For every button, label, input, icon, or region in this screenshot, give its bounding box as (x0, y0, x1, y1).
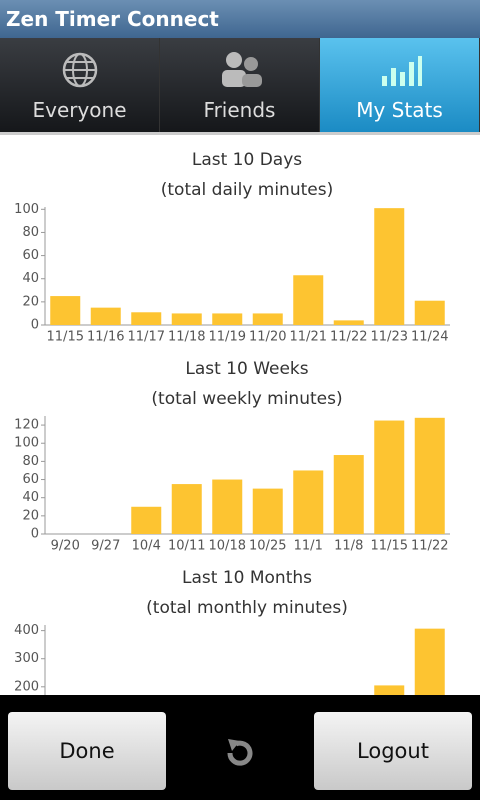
bar (171, 484, 202, 534)
bar (50, 296, 81, 325)
x-tick-label: 9/27 (91, 539, 120, 554)
divider (0, 132, 480, 135)
bar (333, 455, 364, 534)
y-tick-label: 120 (14, 418, 39, 433)
x-tick-label: 11/23 (371, 330, 408, 345)
y-tick-label: 40 (22, 271, 39, 286)
y-tick-label: 100 (14, 202, 39, 217)
bar (414, 300, 445, 325)
tab-bar: Everyone Friends My Stats (0, 38, 480, 132)
bar (293, 470, 324, 534)
x-tick-label: 11/19 (209, 330, 246, 345)
chart: Last 10 Weeks (total weekly minutes) 0 20 40… (14, 359, 450, 554)
y-tick-label: 80 (22, 225, 39, 240)
tab-label: My Stats (356, 98, 443, 122)
x-tick-label: 11/21 (290, 330, 327, 345)
x-tick-label: 11/24 (411, 330, 448, 345)
bar (252, 488, 283, 534)
x-tick-label: 11/18 (168, 330, 205, 345)
x-tick-label: 11/22 (330, 330, 367, 345)
x-tick-label: 11/8 (334, 539, 363, 554)
chart-title: Last 10 Months (182, 568, 312, 588)
y-tick-label: 40 (22, 490, 39, 505)
bar (374, 208, 405, 325)
app-title: Zen Timer Connect (0, 0, 480, 38)
bottom-bar: Done Logout (0, 695, 480, 800)
y-tick-label: 0 (31, 527, 39, 542)
y-tick-label: 60 (22, 248, 39, 263)
tab-label: Everyone (32, 98, 127, 122)
x-tick-label: 10/4 (132, 539, 161, 554)
chart: Last 10 Months (total monthly minutes) 200… (14, 568, 445, 695)
y-tick-label: 0 (31, 318, 39, 333)
tab[interactable]: Everyone (0, 38, 160, 132)
done-button[interactable]: Done (8, 712, 166, 790)
x-tick-label: 11/1 (294, 539, 323, 554)
chart-title: Last 10 Weeks (185, 359, 308, 379)
y-tick-label: 200 (14, 679, 39, 694)
chart-subtitle: (total weekly minutes) (151, 389, 342, 409)
y-tick-label: 100 (14, 436, 39, 451)
x-tick-label: 11/15 (371, 539, 408, 554)
chart-subtitle: (total monthly minutes) (146, 598, 348, 618)
x-tick-label: 11/22 (411, 539, 448, 554)
x-tick-label: 9/20 (51, 539, 80, 554)
bar (171, 313, 202, 325)
refresh-icon[interactable] (222, 735, 258, 771)
chart: Last 10 Days (total daily minutes) 0 20 40 60… (14, 150, 450, 345)
bar (333, 320, 364, 325)
bar (414, 417, 445, 534)
bar (131, 312, 162, 325)
bar (252, 313, 283, 325)
tab[interactable]: My Stats (320, 38, 480, 132)
friends-icon (222, 52, 262, 87)
x-tick-label: 10/18 (209, 539, 246, 554)
x-tick-label: 11/16 (87, 330, 124, 345)
x-tick-label: 11/17 (128, 330, 165, 345)
bar (293, 275, 324, 325)
x-tick-label: 10/11 (168, 539, 205, 554)
y-tick-label: 60 (22, 472, 39, 487)
y-tick-label: 300 (14, 651, 39, 666)
bar (131, 506, 162, 534)
bar (212, 479, 243, 534)
x-tick-label: 11/20 (249, 330, 286, 345)
bar (374, 685, 405, 695)
tab[interactable]: Friends (160, 38, 320, 132)
bar (414, 628, 445, 695)
y-tick-label: 400 (14, 623, 39, 638)
y-tick-label: 20 (22, 508, 39, 523)
x-tick-label: 10/25 (249, 539, 286, 554)
globe-icon (62, 52, 98, 88)
stats-scroll: Last 10 Days (total daily minutes) 0 20 40 60… (0, 135, 480, 695)
bar (374, 420, 405, 534)
stats-icon (382, 56, 422, 86)
logout-button[interactable]: Logout (314, 712, 472, 790)
x-tick-label: 11/15 (47, 330, 84, 345)
chart-title: Last 10 Days (192, 150, 302, 170)
chart-subtitle: (total daily minutes) (161, 180, 333, 200)
tab-label: Friends (203, 98, 276, 122)
y-tick-label: 80 (22, 454, 39, 469)
bar (90, 307, 121, 325)
bar (212, 313, 243, 325)
y-tick-label: 20 (22, 294, 39, 309)
